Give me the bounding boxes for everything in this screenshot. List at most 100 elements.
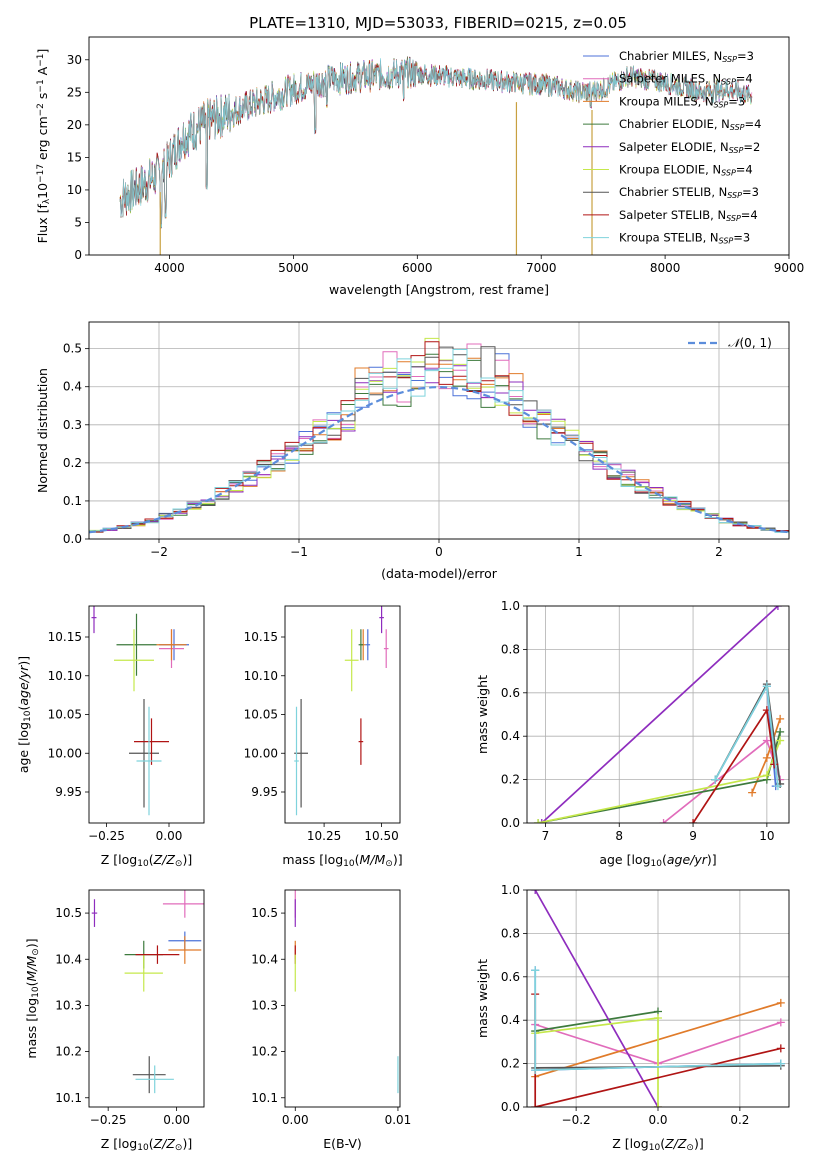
x-axis-label: (data-model)/error — [381, 566, 498, 581]
x-tick-label: 1 — [575, 545, 583, 559]
legend-label: Chabrier ELODIE, NSSP=4 — [619, 117, 761, 132]
weight-marker — [762, 771, 771, 780]
y-tick-label: 10.15 — [244, 630, 278, 644]
x-axis-label: mass [log10(M/M⊙)] — [282, 852, 402, 869]
y-tick-label: 10.3 — [251, 998, 278, 1012]
x-tick-label: 2 — [715, 545, 723, 559]
x-tick-label: 0.01 — [385, 1113, 412, 1127]
weight-marker — [659, 819, 668, 823]
weight-marker — [531, 1066, 540, 1075]
x-axis-label: Z [log10(Z/Z⊙)] — [101, 1136, 192, 1153]
y-tick-label: 9.95 — [251, 785, 278, 799]
weight-marker — [654, 1103, 662, 1107]
weight-marker — [537, 819, 546, 823]
weight-marker — [776, 1044, 785, 1053]
x-tick-label: −1 — [290, 545, 308, 559]
x-tick-label: 9000 — [774, 261, 805, 275]
y-tick-label: 0.8 — [501, 642, 520, 656]
y-tick-label: 30 — [67, 53, 82, 67]
legend-label: Kroupa MILES, NSSP=3 — [619, 94, 745, 109]
y-tick-label: 1.0 — [501, 599, 520, 613]
x-tick-label: 10.50 — [364, 829, 398, 843]
y-tick-label: 10 — [67, 183, 82, 197]
weight-marker — [776, 714, 785, 723]
y-tick-label: 0.0 — [501, 1100, 520, 1114]
y-tick-label: 10.05 — [244, 708, 278, 722]
legend-label: Chabrier MILES, NSSP=3 — [619, 49, 754, 64]
y-tick-label: 10.15 — [48, 630, 82, 644]
y-tick-label: 10.00 — [48, 746, 82, 760]
x-axis-label: Z [log10(Z/Z⊙)] — [101, 852, 192, 869]
figure-title: PLATE=1310, MJD=53033, FIBERID=0215, z=0… — [249, 14, 627, 32]
y-tick-label: 1.0 — [501, 883, 520, 897]
weight-line — [541, 606, 779, 823]
y-tick-label: 10.1 — [251, 1091, 278, 1105]
y-tick-label: 10.4 — [55, 952, 82, 966]
weight-marker — [770, 760, 779, 769]
y-tick-label: 0.1 — [63, 494, 82, 508]
x-tick-label: 5000 — [278, 261, 309, 275]
weight-marker — [776, 736, 785, 745]
axes-frame — [88, 889, 205, 1108]
y-tick-label: 0.0 — [63, 532, 82, 546]
legend-label: Kroupa STELIB, NSSP=3 — [619, 231, 750, 246]
y-tick-label: 0.3 — [63, 418, 82, 432]
y-tick-label: 0.6 — [501, 686, 520, 700]
weight-line — [534, 890, 659, 1107]
weight-marker — [762, 753, 771, 762]
spectrum-line — [119, 57, 753, 229]
weight-marker — [531, 966, 540, 975]
y-tick-label: 0.4 — [501, 1013, 520, 1027]
weight-marker — [776, 998, 785, 1007]
x-tick-label: 8000 — [650, 261, 681, 275]
weight-marker — [531, 1103, 540, 1107]
weight-marker — [654, 1014, 662, 1023]
axes-frame — [88, 321, 790, 540]
legend-label: 𝒩(0, 1) — [728, 336, 772, 350]
x-tick-label: 10.25 — [307, 829, 341, 843]
y-axis-label: age [log10(age/yr)] — [16, 656, 33, 773]
legend-label: Salpeter ELODIE, NSSP=2 — [619, 140, 760, 155]
y-tick-label: 10.05 — [48, 708, 82, 722]
x-tick-label: 0.2 — [730, 1113, 749, 1127]
weight-marker — [531, 890, 540, 894]
y-tick-label: 0 — [74, 248, 82, 262]
residuals-histogram: −2 −1 0 1 2 0.0 0.1 0.2 0.3 0.4 0.5 𝒩(0, 1) (data-mo… — [35, 321, 790, 581]
x-axis-label: wavelength [Angstrom, rest frame] — [329, 282, 549, 297]
weight-line — [662, 739, 781, 823]
y-tick-label: 0.4 — [63, 380, 82, 394]
y-tick-label: 10.10 — [48, 669, 82, 683]
y-tick-label: 10.5 — [55, 906, 82, 920]
y-tick-label: 0.8 — [501, 926, 520, 940]
y-tick-label: 0.6 — [501, 970, 520, 984]
weight-marker — [762, 682, 771, 691]
y-axis-label: mass weight — [475, 959, 490, 1038]
x-tick-label: 0.00 — [282, 1113, 309, 1127]
x-tick-label: −2 — [150, 545, 168, 559]
y-tick-label: 10.1 — [55, 1091, 82, 1105]
legend-label: Kroupa ELODIE, NSSP=4 — [619, 163, 753, 178]
spectrum-plot: 4000 5000 6000 7000 8000 9000 0 5 10 15 20 25 30 Chab… — [35, 36, 805, 297]
axes-frame — [88, 36, 790, 256]
x-tick-label: 0.0 — [648, 1113, 667, 1127]
y-tick-label: 5 — [74, 215, 82, 229]
weight-marker — [776, 727, 785, 736]
y-axis-label: mass [log10(M/M⊙)] — [24, 938, 41, 1058]
x-tick-label: 6000 — [402, 261, 433, 275]
axes-frame — [284, 889, 401, 1108]
x-tick-label: −0.2 — [562, 1113, 591, 1127]
x-tick-label: 7 — [542, 829, 550, 843]
weight-line — [537, 740, 781, 823]
y-tick-label: 9.95 — [55, 785, 82, 799]
weight-line — [535, 1010, 659, 1032]
y-axis-label: mass weight — [475, 675, 490, 754]
y-tick-label: 0.4 — [501, 729, 520, 743]
x-tick-label: 0 — [435, 545, 443, 559]
x-axis-label: Z [log10(Z/Z⊙)] — [612, 1136, 703, 1153]
y-tick-label: 25 — [67, 85, 82, 99]
axes-frame — [88, 605, 205, 824]
x-axis-label: E(B-V) — [323, 1136, 362, 1151]
x-tick-label: 8 — [615, 829, 623, 843]
weight-marker — [534, 819, 543, 823]
